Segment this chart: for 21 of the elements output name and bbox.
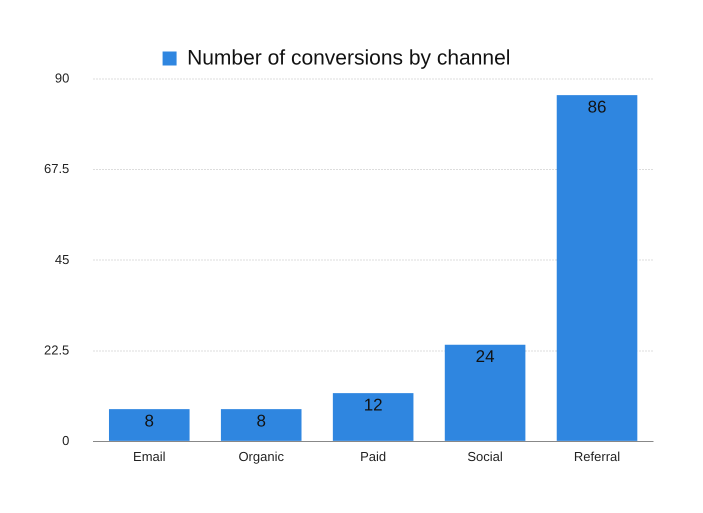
x-tick-label: Paid: [360, 448, 386, 464]
y-tick-label: 45: [54, 252, 70, 267]
bar: [444, 344, 526, 441]
data-label: 8: [256, 411, 266, 430]
y-tick-label: 90: [54, 70, 70, 86]
x-tick-label: Organic: [238, 448, 284, 464]
data-label: 24: [476, 346, 495, 366]
x-tick-label: Referral: [574, 448, 620, 464]
legend-label: Number of conversions by channel: [187, 46, 510, 70]
x-tick-label: Email: [133, 448, 166, 464]
bar: [108, 409, 190, 441]
y-tick-label: 0: [62, 432, 70, 448]
y-tick-label: 22.5: [44, 342, 70, 358]
bar: [332, 393, 414, 441]
data-label: 12: [364, 395, 383, 414]
bar: [556, 95, 638, 441]
bar: [220, 409, 302, 441]
y-tick-label: 67.5: [44, 161, 70, 176]
data-label: 86: [588, 97, 606, 116]
x-tick-label: Social: [467, 448, 503, 464]
data-label: 8: [144, 411, 154, 430]
